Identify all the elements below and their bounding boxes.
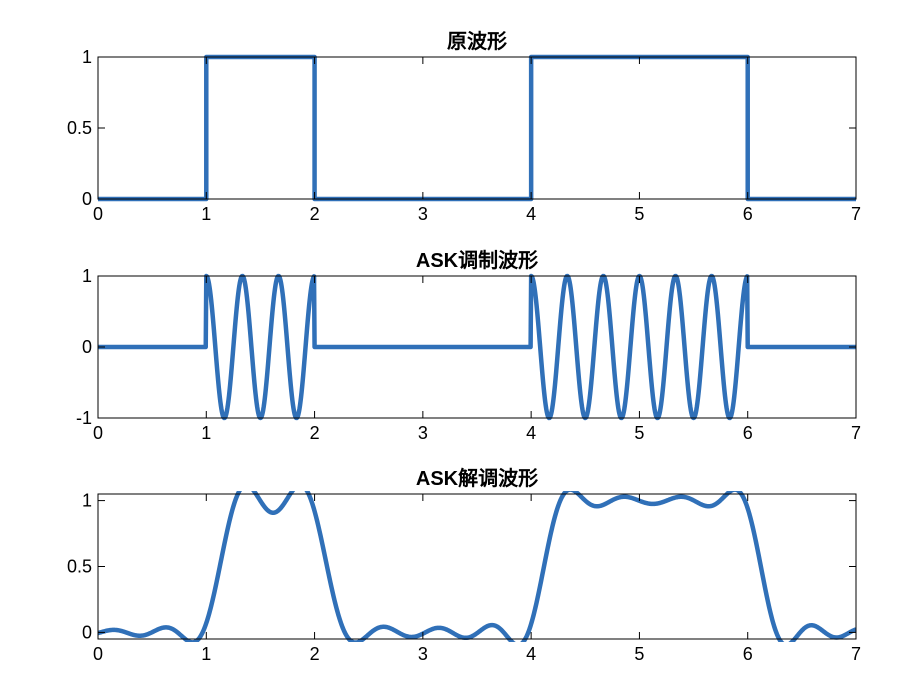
x-tick-label: 5 (634, 423, 644, 443)
axes-box (97, 56, 857, 200)
x-tick-label: 2 (310, 644, 320, 664)
x-tick-label: 2 (310, 204, 320, 224)
x-tick-label: 0 (93, 644, 103, 664)
y-tick-label: 0 (82, 189, 92, 209)
x-tick-label: 6 (743, 644, 753, 664)
y-tick-label: 0 (82, 337, 92, 357)
y-tick-label: 1 (82, 47, 92, 67)
x-tick-label: 1 (201, 204, 211, 224)
y-tick-label: 0.5 (67, 118, 92, 138)
y-tick-label: -1 (76, 408, 92, 428)
y-tick-label: 1 (82, 266, 92, 286)
x-tick-label: 7 (851, 423, 861, 443)
x-tick-label: 6 (743, 204, 753, 224)
chart-title: ASK解调波形 (416, 466, 538, 490)
subplot-original-waveform: 原波形 0 1 2 3 4 5 6 7 0 0.5 1 (67, 30, 861, 224)
x-tick-label: 5 (634, 204, 644, 224)
x-tick-label: 2 (310, 423, 320, 443)
x-tick-label: 7 (851, 644, 861, 664)
x-tick-label: 4 (526, 204, 536, 224)
y-tick-label: 1 (82, 491, 92, 511)
x-tick-label: 5 (634, 644, 644, 664)
series-line (98, 273, 856, 421)
chart-title: ASK调制波形 (416, 249, 538, 272)
x-tick-label: 6 (743, 423, 753, 443)
x-tick-label: 4 (526, 644, 536, 664)
x-tick-label: 0 (93, 204, 103, 224)
subplot-ask-demodulated-waveform: ASK解调波形 0 1 2 3 4 5 6 7 0 0.5 1 (67, 466, 861, 664)
x-tick-label: 3 (418, 423, 428, 443)
y-tick-label: 0.5 (67, 557, 92, 577)
x-tick-label: 7 (851, 204, 861, 224)
y-tick-label: 0 (82, 622, 92, 642)
x-tick-label: 1 (201, 423, 211, 443)
x-tick-label: 1 (201, 644, 211, 664)
series-line (98, 54, 856, 202)
chart-title: 原波形 (447, 30, 507, 53)
x-tick-label: 3 (418, 204, 428, 224)
series-line (98, 491, 856, 642)
subplot-ask-modulated-waveform: ASK调制波形 0 1 2 3 4 5 6 7-101 (76, 249, 861, 443)
x-tick-label: 4 (526, 423, 536, 443)
x-tick-label: 0 (93, 423, 103, 443)
x-tick-label: 3 (418, 644, 428, 664)
axes-box (97, 493, 857, 640)
